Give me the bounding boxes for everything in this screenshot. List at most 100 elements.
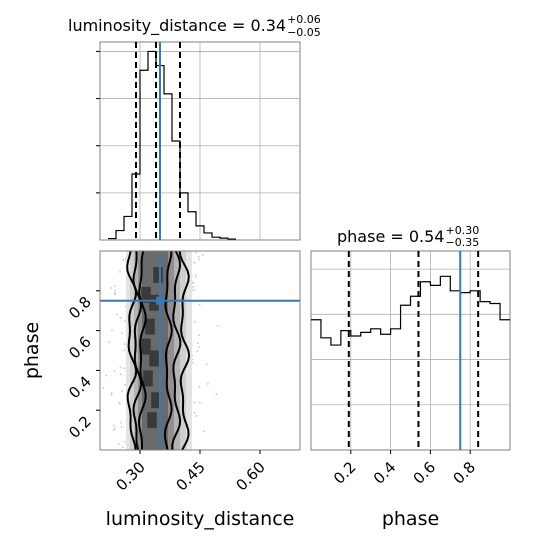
sample-point bbox=[124, 383, 126, 386]
sample-point bbox=[193, 261, 196, 264]
density-cell bbox=[153, 266, 163, 283]
sample-point bbox=[119, 421, 122, 424]
sample-point bbox=[119, 366, 122, 369]
sample-point bbox=[113, 285, 116, 287]
sample-point bbox=[198, 258, 200, 261]
sample-point bbox=[193, 288, 196, 291]
sample-point bbox=[113, 370, 116, 372]
y-tick-label: 0.6 bbox=[65, 333, 95, 363]
sample-point bbox=[193, 320, 196, 323]
x-ticks: 0.2 0.4 0.6 0.8 bbox=[330, 450, 479, 488]
sample-point bbox=[196, 350, 199, 353]
sample-point bbox=[119, 317, 122, 319]
truth-crosshair bbox=[100, 251, 300, 450]
phase-title-sub: −0.35 bbox=[445, 236, 479, 249]
quantile-lines bbox=[135, 42, 181, 240]
sample-point bbox=[198, 303, 201, 306]
phase-title: phase = 0.54 bbox=[337, 227, 444, 246]
sample-point bbox=[112, 424, 115, 427]
sample-point bbox=[120, 426, 123, 429]
sample-point bbox=[110, 391, 113, 394]
density-cell bbox=[149, 350, 159, 367]
sample-point bbox=[192, 285, 195, 288]
histogram-step bbox=[108, 50, 236, 240]
sample-point bbox=[202, 253, 204, 256]
sample-point bbox=[111, 329, 113, 332]
sample-point bbox=[198, 334, 200, 336]
sample-point bbox=[193, 401, 196, 404]
x-tick-label: 0.8 bbox=[449, 458, 479, 488]
contour-line bbox=[138, 251, 147, 450]
sample-point bbox=[114, 293, 116, 296]
density-cell bbox=[145, 318, 155, 335]
sample-point bbox=[195, 276, 197, 278]
grid-lines bbox=[100, 42, 300, 240]
x-tick-label: 0.60 bbox=[232, 458, 268, 494]
sample-point bbox=[123, 349, 126, 352]
sample-point bbox=[215, 393, 218, 396]
histogram bbox=[108, 50, 236, 240]
sample-point bbox=[123, 320, 126, 322]
x-axis-label: phase bbox=[382, 508, 439, 530]
sample-point bbox=[194, 274, 197, 276]
sample-point bbox=[121, 332, 123, 335]
x-tick-label: 0.30 bbox=[112, 458, 148, 494]
tick-marks bbox=[96, 50, 100, 194]
sample-point bbox=[192, 361, 194, 364]
quantile-lines bbox=[347, 251, 480, 450]
histogram bbox=[311, 275, 510, 346]
sample-point bbox=[102, 387, 105, 389]
sample-point bbox=[123, 367, 126, 370]
sample-point bbox=[205, 363, 208, 366]
sample-point bbox=[123, 440, 126, 443]
y-ticks: 0.2 0.4 0.6 0.8 bbox=[65, 290, 100, 442]
sample-point bbox=[207, 382, 209, 385]
sample-point bbox=[119, 402, 121, 405]
density-cell bbox=[141, 286, 151, 303]
density-body bbox=[100, 251, 300, 450]
density-cell bbox=[151, 392, 161, 409]
sample-point bbox=[123, 343, 126, 345]
sample-point bbox=[117, 443, 120, 446]
sample-point bbox=[199, 402, 201, 404]
sample-point bbox=[122, 446, 124, 449]
density-cell bbox=[141, 338, 151, 355]
sample-point bbox=[202, 430, 205, 433]
sample-point bbox=[110, 287, 113, 289]
panel-frame bbox=[310, 250, 511, 451]
sample-point bbox=[117, 401, 120, 404]
sample-point bbox=[119, 270, 121, 273]
sample-point bbox=[108, 341, 111, 344]
phase-hist-panel: 0.2 0.4 0.6 0.8 phase = 0.54 +0.30 −0.35 ph… bbox=[310, 224, 511, 530]
sample-point bbox=[198, 346, 201, 349]
sample-point bbox=[110, 393, 113, 396]
sample-point bbox=[195, 251, 198, 254]
histogram-step bbox=[311, 275, 510, 346]
sample-point bbox=[113, 289, 116, 292]
sample-point bbox=[193, 412, 196, 414]
sample-point bbox=[105, 374, 108, 377]
x-ticks: 0.30 0.45 0.60 bbox=[112, 450, 269, 494]
sample-point bbox=[113, 427, 116, 430]
sample-point bbox=[197, 256, 200, 258]
y-tick-label: 0.4 bbox=[65, 373, 95, 403]
contour-line bbox=[171, 251, 182, 450]
density-cell bbox=[149, 294, 159, 311]
luminosity-distance-title-sup: +0.06 bbox=[287, 13, 321, 26]
grid-lines bbox=[311, 251, 510, 450]
density-cell bbox=[147, 412, 157, 429]
sample-point bbox=[216, 325, 219, 327]
x-tick-label: 0.4 bbox=[370, 458, 400, 488]
x-tick-label: 0.45 bbox=[172, 458, 208, 494]
luminosity-distance-title: luminosity_distance = 0.34 bbox=[68, 16, 286, 36]
sample-point bbox=[113, 429, 115, 432]
y-tick-label: 0.8 bbox=[65, 293, 95, 323]
sample-point bbox=[198, 386, 201, 388]
y-axis-label: phase bbox=[21, 322, 43, 379]
sample-point bbox=[192, 282, 195, 284]
contour-line bbox=[132, 251, 143, 450]
density-cell bbox=[143, 370, 153, 387]
sample-point bbox=[115, 313, 118, 316]
sample-point bbox=[122, 258, 125, 261]
